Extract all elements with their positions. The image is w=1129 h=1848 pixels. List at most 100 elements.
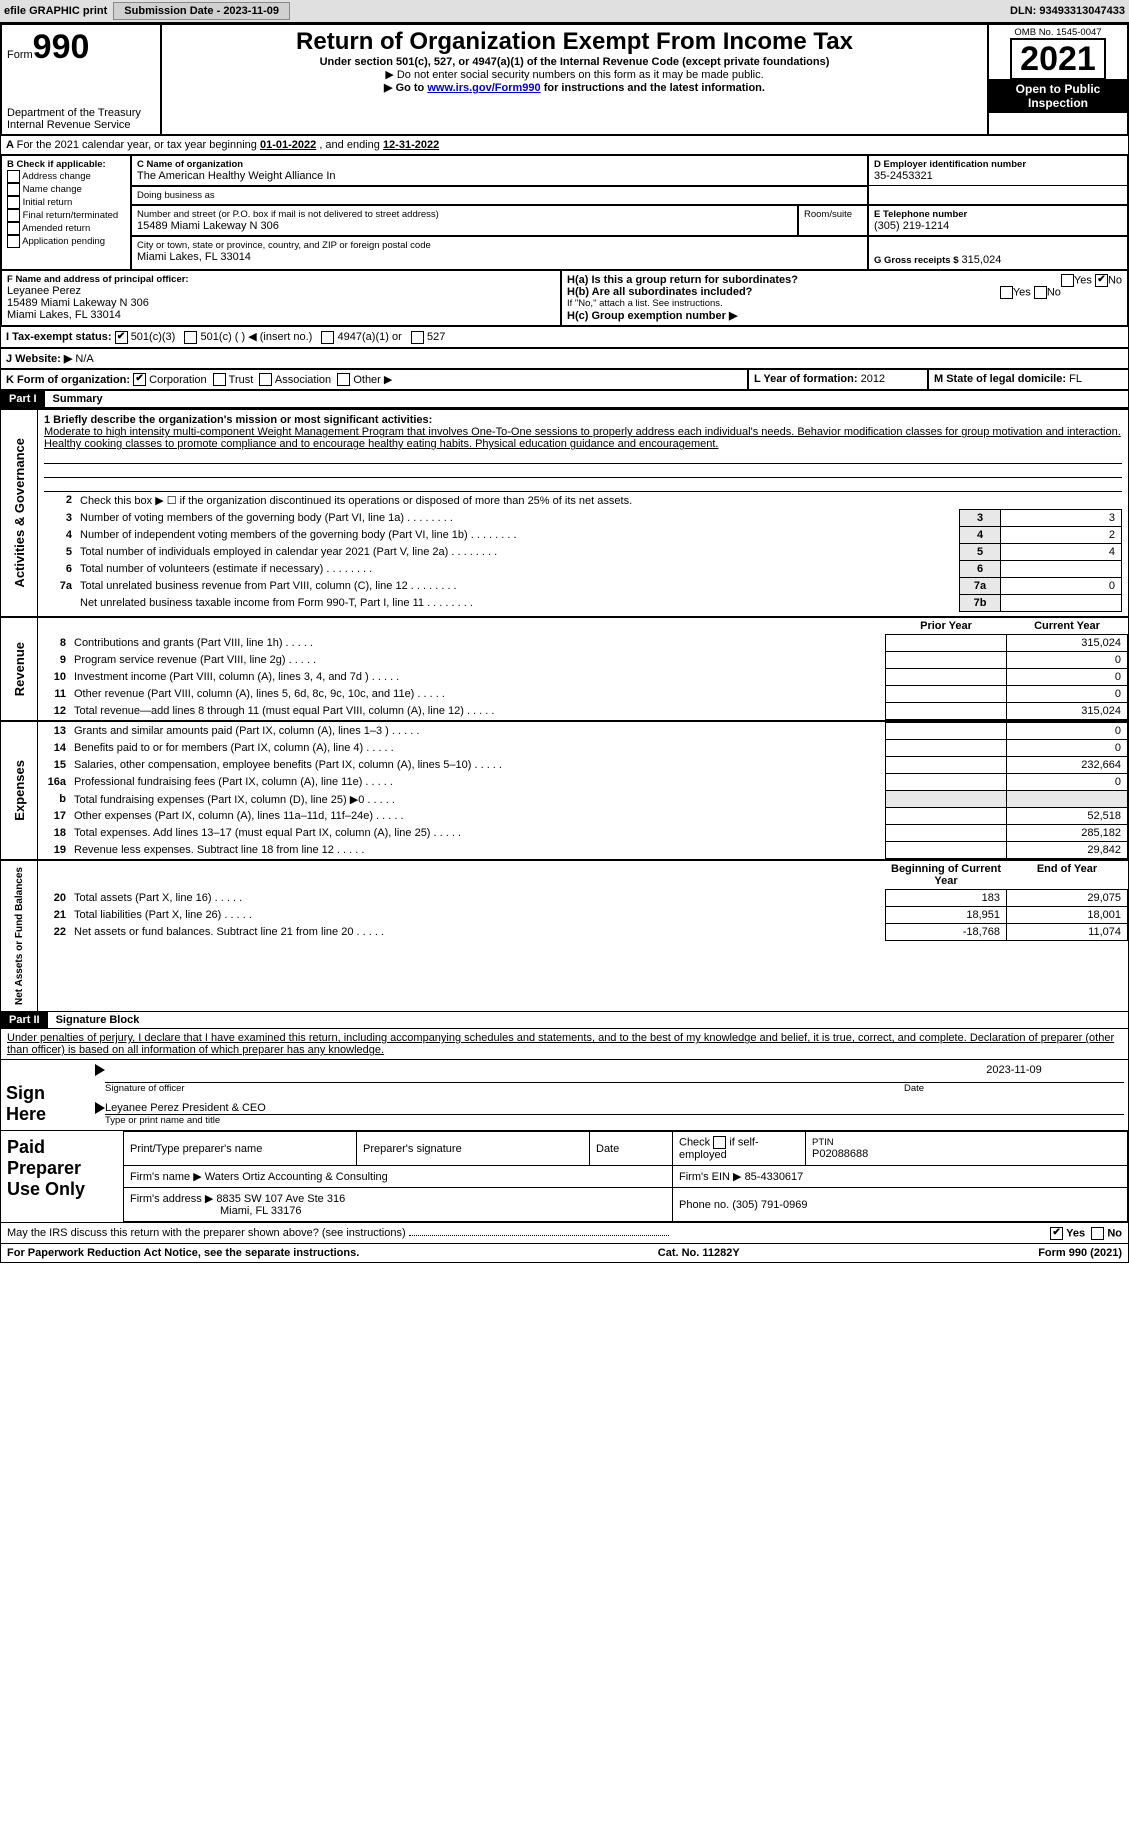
city-label: City or town, state or province, country… [137,240,862,251]
k-assoc-checkbox[interactable] [259,373,272,386]
paid-preparer-label: Paid Preparer Use Only [7,1137,117,1200]
officer-signature-line[interactable] [105,1064,904,1083]
k-other-checkbox[interactable] [337,373,350,386]
note-ssn: ▶ Do not enter social security numbers o… [167,68,982,81]
m-label: M State of legal domicile: [934,373,1066,385]
side-net: Net Assets or Fund Balances [12,861,27,1011]
no-label: No [1108,274,1122,286]
opt-other: Other ▶ [353,374,392,386]
a-mid: , and ending [319,139,383,151]
form-word: Form [7,49,33,61]
b-checkbox[interactable] [7,222,20,235]
ha-label: H(a) Is this a group return for subordin… [567,274,798,286]
irs-label: Internal Revenue Service [7,119,155,131]
discuss-no-checkbox[interactable] [1091,1227,1104,1240]
part2-title: Signature Block [48,1014,140,1026]
k-corp-checkbox[interactable] [133,373,146,386]
i-4947-checkbox[interactable] [321,331,334,344]
year-formation: 2012 [861,373,885,385]
hb-yes-checkbox[interactable] [1000,286,1013,299]
b-checkbox[interactable] [7,196,20,209]
officer-name: Leyanee Perez [7,285,555,297]
officer-addr1: 15489 Miami Lakeway N 306 [7,297,555,309]
ha-yes-checkbox[interactable] [1061,274,1074,287]
e-label: E Telephone number [874,209,1122,220]
opt-corp: Corporation [149,374,206,386]
b-checkbox[interactable] [7,209,20,222]
hb-label: H(b) Are all subordinates included? [567,286,752,298]
goto-post: for instructions and the latest informat… [541,82,765,94]
firm-addr2: Miami, FL 33176 [130,1205,302,1217]
i-501c3-checkbox[interactable] [115,331,128,344]
side-gov: Activities & Governance [10,432,29,594]
i-501c-checkbox[interactable] [184,331,197,344]
check-pre: Check [679,1137,710,1149]
governance-table: 2Check this box ▶ ☐ if the organization … [44,492,1122,612]
top-bar: efile GRAPHIC print Submission Date - 20… [0,0,1129,23]
hb-no-checkbox[interactable] [1034,286,1047,299]
firm-ein-label: Firm's EIN ▶ [679,1171,742,1183]
name-title-label: Type or print name and title [105,1115,1124,1126]
b-checkbox[interactable] [7,170,20,183]
state-domicile: FL [1069,373,1082,385]
net-assets-table: Beginning of Current Year End of Year 20… [38,861,1128,941]
yes-label: Yes [1074,274,1092,286]
form-990: 990 [33,28,90,66]
a-pre: For the 2021 calendar year, or tax year … [17,139,260,151]
i-label: I Tax-exempt status: [6,331,112,343]
telephone: (305) 219-1214 [874,220,1122,232]
dept-treasury: Department of the Treasury [7,107,155,119]
a-begin: 01-01-2022 [260,139,316,151]
opt-trust: Trust [229,374,254,386]
discuss-yes-label: Yes [1066,1228,1085,1240]
irs-link[interactable]: www.irs.gov/Form990 [427,82,540,94]
no-label-2: No [1047,286,1061,298]
blank-lines [44,450,1122,492]
sig-date: 2023-11-09 [904,1064,1124,1083]
mission-text: Moderate to high intensity multi-compone… [44,426,1122,450]
part1-tag: Part I [1,391,45,407]
i-527-checkbox[interactable] [411,331,424,344]
g-label: G Gross receipts $ [874,255,958,266]
website: N/A [75,353,93,365]
d-label: D Employer identification number [874,159,1122,170]
k-trust-checkbox[interactable] [213,373,226,386]
sig-officer-label: Signature of officer [105,1083,904,1094]
b-label: B Check if applicable: [7,159,125,170]
dln-label: DLN: 93493313047433 [1010,5,1125,17]
side-exp: Expenses [10,754,29,827]
efile-label: efile GRAPHIC print [4,5,107,17]
perjury-declaration: Under penalties of perjury, I declare th… [1,1029,1128,1059]
hb-note: If "No," attach a list. See instructions… [567,298,1122,309]
firm-addr1: 8835 SW 107 Ave Ste 316 [216,1193,345,1205]
a-end: 12-31-2022 [383,139,439,151]
l-label: L Year of formation: [754,373,858,385]
f-label: F Name and address of principal officer: [7,274,555,285]
opt-527: 527 [427,331,445,343]
ptin: P02088688 [812,1148,1121,1160]
addr-label: Number and street (or P.O. box if mail i… [137,209,792,220]
prep-sig-head: Preparer's signature [357,1132,590,1166]
paid-preparer-table: Print/Type preparer's name Preparer's si… [123,1131,1128,1222]
prior-year-head: Prior Year [886,618,1007,635]
revenue-table: Prior Year Current Year 8Contributions a… [38,618,1128,720]
prep-date-head: Date [590,1132,673,1166]
self-employed-checkbox[interactable] [713,1136,726,1149]
ptin-label: PTIN [812,1137,1121,1148]
discuss-no-label: No [1107,1228,1122,1240]
discuss-yes-checkbox[interactable] [1050,1227,1063,1240]
phone-label: Phone no. [679,1199,729,1211]
ha-no-checkbox[interactable] [1095,274,1108,287]
opt-assoc: Association [275,374,331,386]
b-checkbox[interactable] [7,183,20,196]
submission-date-button[interactable]: Submission Date - 2023-11-09 [113,2,290,20]
part1-title: Summary [45,393,103,405]
room-label: Room/suite [804,209,862,220]
mission-label: 1 Briefly describe the organization's mi… [44,414,1122,426]
firm-name: Waters Ortiz Accounting & Consulting [205,1171,388,1183]
b-checkbox[interactable] [7,235,20,248]
arrow-icon-2 [95,1102,105,1114]
firm-addr-label: Firm's address ▶ [130,1193,213,1205]
end-year-head: End of Year [1007,861,1128,890]
dba-label: Doing business as [137,190,862,201]
